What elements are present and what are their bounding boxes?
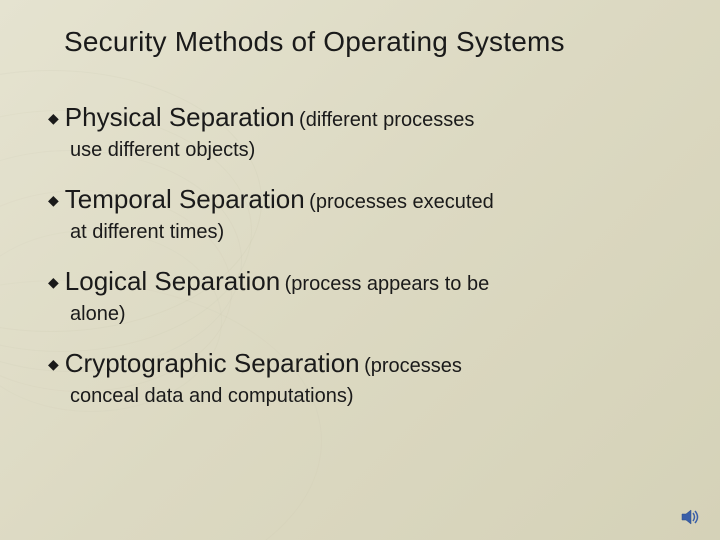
bullet-desc-cont: use different objects) (70, 137, 690, 164)
bullet-item: ◆ Cryptographic Separation (processes con… (48, 346, 690, 410)
bullet-term: Temporal Separation (65, 184, 305, 214)
slide-container: Security Methods of Operating Systems ◆ P… (0, 0, 720, 540)
bullet-term: Cryptographic Separation (65, 348, 360, 378)
bullet-desc-cont: alone) (70, 301, 690, 328)
bullet-desc: (different processes (299, 109, 474, 131)
bullet-desc: (process appears to be (285, 273, 490, 295)
bullet-marker-icon: ◆ (48, 355, 59, 374)
bullet-marker-icon: ◆ (48, 109, 59, 128)
bullet-desc-cont: at different times) (70, 219, 690, 246)
bullet-item: ◆ Temporal Separation (processes executed… (48, 182, 690, 246)
bullet-marker-icon: ◆ (48, 191, 59, 210)
sound-icon[interactable] (680, 508, 702, 526)
bullet-item: ◆ Logical Separation (process appears to … (48, 264, 690, 328)
bullet-list: ◆ Physical Separation (different processe… (48, 100, 690, 428)
bullet-item: ◆ Physical Separation (different processe… (48, 100, 690, 164)
bullet-desc: (processes executed (309, 191, 494, 213)
bullet-term: Logical Separation (65, 266, 280, 296)
slide-title: Security Methods of Operating Systems (64, 26, 680, 58)
bullet-desc-cont: conceal data and computations) (70, 383, 690, 410)
bullet-desc: (processes (364, 355, 462, 377)
bullet-marker-icon: ◆ (48, 273, 59, 292)
bullet-term: Physical Separation (65, 102, 295, 132)
